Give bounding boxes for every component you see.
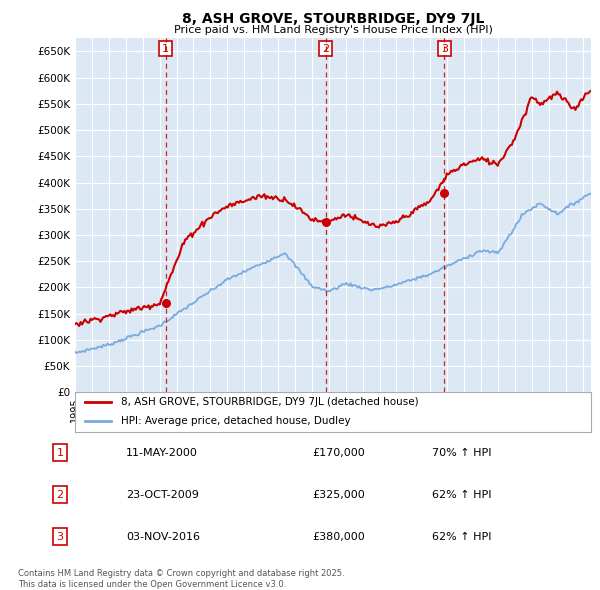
Text: 1: 1 [162,44,169,54]
Text: 70% ↑ HPI: 70% ↑ HPI [432,448,491,458]
Text: HPI: Average price, detached house, Dudley: HPI: Average price, detached house, Dudl… [121,416,351,426]
Text: 3: 3 [56,532,64,542]
Text: Price paid vs. HM Land Registry's House Price Index (HPI): Price paid vs. HM Land Registry's House … [173,25,493,35]
Text: 8, ASH GROVE, STOURBRIDGE, DY9 7JL: 8, ASH GROVE, STOURBRIDGE, DY9 7JL [182,12,484,26]
Text: 11-MAY-2000: 11-MAY-2000 [126,448,198,458]
Text: 2: 2 [56,490,64,500]
Text: 8, ASH GROVE, STOURBRIDGE, DY9 7JL (detached house): 8, ASH GROVE, STOURBRIDGE, DY9 7JL (deta… [121,397,419,407]
Text: £380,000: £380,000 [312,532,365,542]
Text: 2: 2 [322,44,329,54]
Text: £325,000: £325,000 [312,490,365,500]
Text: 3: 3 [441,44,448,54]
Text: 62% ↑ HPI: 62% ↑ HPI [432,490,491,500]
Text: 62% ↑ HPI: 62% ↑ HPI [432,532,491,542]
Text: Contains HM Land Registry data © Crown copyright and database right 2025.
This d: Contains HM Land Registry data © Crown c… [18,569,344,589]
Text: 23-OCT-2009: 23-OCT-2009 [126,490,199,500]
Text: 1: 1 [56,448,64,458]
Text: £170,000: £170,000 [312,448,365,458]
Text: 03-NOV-2016: 03-NOV-2016 [126,532,200,542]
